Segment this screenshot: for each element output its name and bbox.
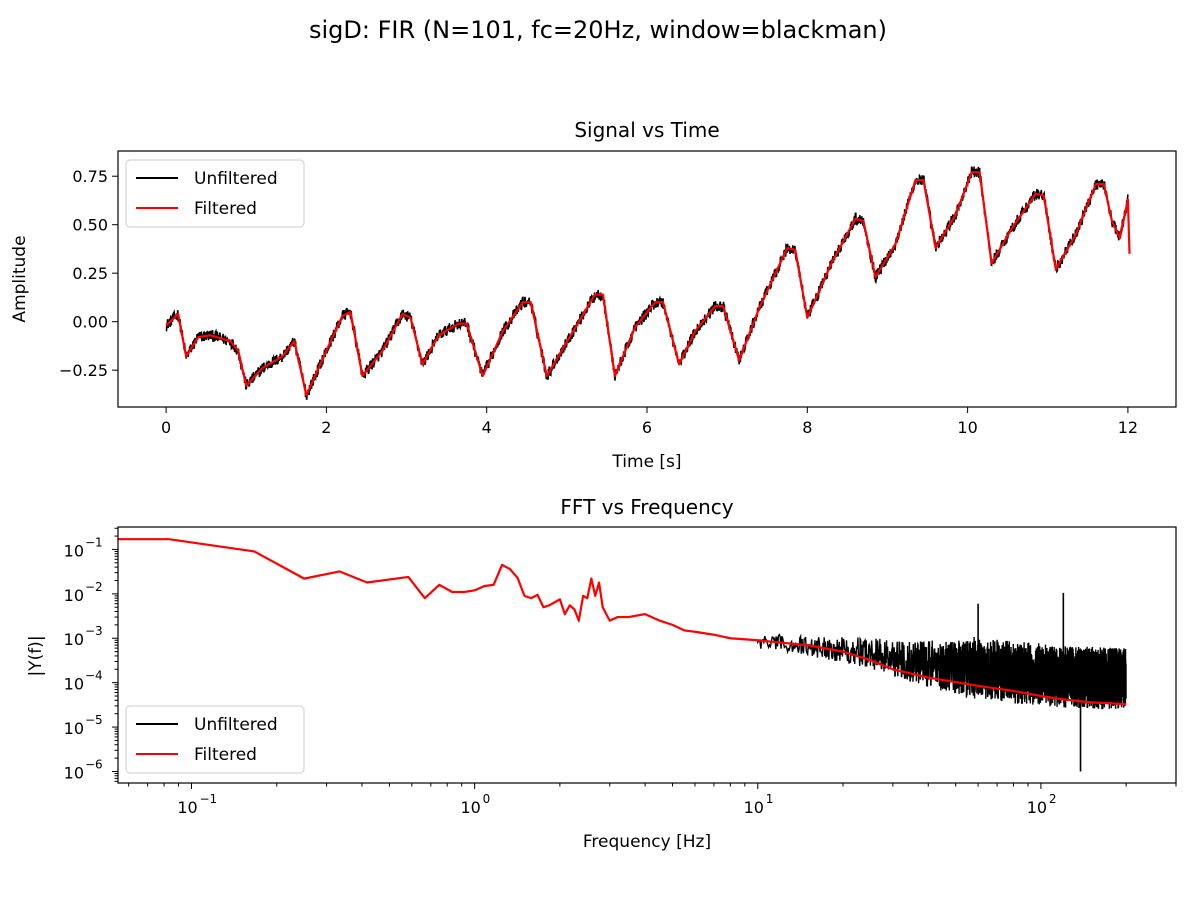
- fft-vs-frequency-axes: FFT vs Frequency Frequency [Hz] |Y(f)| 1…: [26, 495, 1177, 852]
- signal-legend-box: [125, 159, 305, 228]
- figure-title: sigD: FIR (N=101, fc=20Hz, window=blackm…: [309, 16, 887, 44]
- fft-series-lines: [118, 538, 1127, 772]
- signal-x-tick-label: 12: [1118, 418, 1138, 437]
- signal-plot-title: Signal vs Time: [574, 118, 719, 142]
- fft-y-tick-exponent: −1: [85, 535, 103, 549]
- signal-axis-ticks: 0 2 4 6 8 10 12 −0.25 0.00 0.25 0.50 0.75: [59, 167, 1138, 437]
- fft-filtered-line: [118, 538, 1127, 706]
- signal-y-tick-label: 0.50: [72, 216, 108, 235]
- signal-x-tick-label: 8: [802, 418, 812, 437]
- signal-legend-unfiltered-label: Unfiltered: [194, 169, 278, 189]
- fft-plot-title: FFT vs Frequency: [560, 495, 733, 519]
- signal-y-tick-label: 0.00: [72, 313, 108, 332]
- signal-x-tick-label: 0: [161, 418, 171, 437]
- fft-x-axis-label: Frequency [Hz]: [583, 832, 711, 852]
- signal-y-tick-label: −0.25: [59, 361, 108, 380]
- fft-y-tick-label: 10: [64, 719, 84, 738]
- fft-x-tick-label: 10: [744, 798, 764, 817]
- fft-y-axis-label: |Y(f)|: [26, 635, 46, 676]
- fft-x-tick-exponent: 2: [1049, 792, 1057, 806]
- fft-y-tick-exponent: −4: [85, 669, 103, 683]
- fft-x-tick-exponent: −1: [200, 792, 218, 806]
- fft-y-tick-label: 10: [64, 630, 84, 649]
- signal-x-axis-label: Time [s]: [611, 452, 681, 472]
- fft-y-tick-label: 10: [64, 586, 84, 605]
- fft-y-tick-exponent: −6: [85, 757, 103, 771]
- signal-x-tick-label: 4: [482, 418, 492, 437]
- fft-legend-unfiltered-label: Unfiltered: [194, 715, 278, 735]
- fft-y-tick-label: 10: [64, 675, 84, 694]
- signal-y-tick-label: 0.75: [72, 167, 108, 186]
- fft-legend-filtered-label: Filtered: [194, 745, 257, 765]
- fft-x-tick-label: 10: [460, 798, 480, 817]
- fft-y-tick-label: 10: [64, 763, 84, 782]
- signal-x-tick-label: 2: [321, 418, 331, 437]
- signal-x-tick-label: 6: [642, 418, 652, 437]
- signal-y-tick-label: 0.25: [72, 264, 108, 283]
- signal-legend: Unfiltered Filtered: [125, 159, 305, 228]
- fft-y-tick-exponent: −2: [85, 580, 103, 594]
- signal-plot-frame: [117, 150, 1177, 408]
- fft-y-tick-label: 10: [64, 541, 84, 560]
- fft-y-tick-exponent: −3: [85, 624, 103, 638]
- fft-legend: Unfiltered Filtered: [125, 705, 305, 774]
- fft-plot-frame: [117, 526, 1177, 784]
- signal-vs-time-axes: Signal vs Time Time [s] Amplitude 0 2 4 6 8 1…: [10, 118, 1177, 472]
- fft-legend-box: [125, 705, 305, 774]
- signal-series-lines: [165, 166, 1131, 400]
- signal-filtered-line: [165, 171, 1131, 397]
- fft-x-tick-exponent: 1: [766, 792, 774, 806]
- fft-y-tick-exponent: −5: [85, 713, 103, 727]
- fft-x-tick-label: 10: [177, 798, 197, 817]
- signal-y-axis-label: Amplitude: [10, 235, 30, 322]
- signal-legend-filtered-label: Filtered: [194, 199, 257, 219]
- signal-x-tick-label: 10: [957, 418, 977, 437]
- fft-x-tick-label: 10: [1027, 798, 1047, 817]
- fft-x-tick-exponent: 0: [483, 792, 491, 806]
